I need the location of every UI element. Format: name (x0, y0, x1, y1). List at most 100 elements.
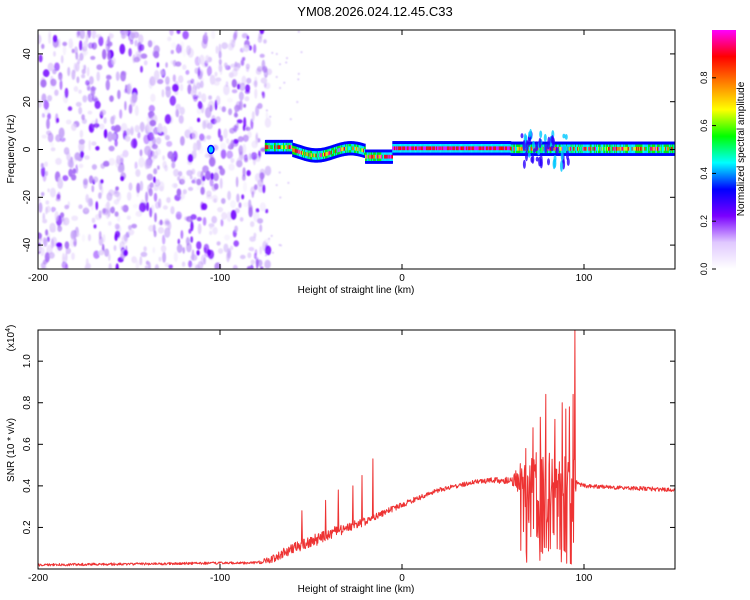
heatmap-cell (642, 146, 645, 151)
heatmap-cell (297, 78, 300, 81)
heatmap-cell (91, 217, 96, 224)
heatmap-cell (254, 76, 258, 86)
heatmap-cell (70, 41, 74, 49)
heatmap-cell (171, 42, 177, 49)
heatmap-cell (522, 139, 526, 152)
y-tick-label: 0 (22, 146, 33, 152)
heatmap-cell (215, 95, 221, 106)
heatmap-cell (593, 146, 595, 151)
heatmap-cell (190, 220, 194, 232)
heatmap-cell (402, 146, 404, 151)
heatmap-cell (533, 148, 536, 154)
heatmap-cell (48, 33, 52, 45)
heatmap-cell (176, 188, 182, 197)
heatmap-cell (225, 138, 230, 144)
heatmap-cell (484, 146, 486, 151)
heatmap-cell (460, 146, 463, 151)
heatmap-cell (57, 176, 63, 186)
heatmap-cell (124, 135, 131, 142)
heatmap-cell (652, 146, 655, 151)
heatmap-cell (535, 141, 539, 152)
colorbar: 0.0 0.2 0.4 0.6 0.8 Normalized spectral ampl… (699, 30, 747, 275)
heatmap-cell (494, 146, 496, 151)
heatmap-cell (108, 253, 111, 262)
heatmap-cell (565, 145, 569, 152)
heatmap-cell (62, 44, 67, 56)
heatmap-cell (262, 65, 268, 73)
heatmap-cell (214, 262, 221, 269)
heatmap-cell (160, 69, 163, 75)
heatmap-cell (133, 56, 140, 63)
heatmap-cell (457, 146, 460, 151)
heatmap-cell (365, 154, 368, 159)
heatmap-cell (497, 146, 500, 151)
heatmap-cell (190, 254, 198, 261)
heatmap-cell (74, 46, 78, 55)
heatmap-cell (592, 146, 595, 151)
heatmap-cell (278, 145, 281, 149)
heatmap-cell (202, 165, 209, 174)
heatmap-cell (546, 143, 550, 150)
heatmap-cell (476, 146, 478, 151)
heatmap-cell (493, 146, 495, 151)
heatmap-cell (288, 145, 291, 149)
heatmap-cell (624, 146, 626, 151)
heatmap-cell (426, 146, 429, 151)
spectrogram-x-label: Height of straight line (km) (298, 285, 415, 296)
heatmap-cell (58, 127, 65, 139)
heatmap-cell (385, 154, 387, 159)
heatmap-cell (468, 146, 471, 151)
heatmap-cell (146, 173, 153, 181)
heatmap-cell (587, 146, 589, 151)
heatmap-cell (658, 146, 660, 151)
heatmap-cell (463, 146, 465, 151)
heatmap-cell (449, 146, 452, 151)
heatmap-cell (514, 146, 516, 151)
heatmap-cell (512, 146, 514, 151)
heatmap-cell (250, 259, 255, 265)
heatmap-cell (214, 167, 219, 177)
heatmap-cell (60, 212, 65, 218)
heatmap-cell (182, 64, 187, 70)
heatmap-cell (522, 159, 526, 169)
heatmap-cell (532, 140, 535, 150)
heatmap-cell (425, 146, 427, 151)
heatmap-cell (210, 30, 216, 40)
heatmap-cell (57, 191, 61, 200)
heatmap-cell (82, 95, 88, 103)
heatmap-cell (616, 146, 618, 151)
heatmap-cell (562, 133, 566, 139)
heatmap-cell (52, 34, 58, 43)
heatmap-cell (444, 146, 446, 151)
heatmap-cell (264, 82, 271, 90)
heatmap-cell (506, 146, 508, 151)
heatmap-cell (71, 48, 75, 54)
heatmap-cell (64, 241, 70, 250)
heatmap-cell (582, 146, 585, 151)
heatmap-cell (629, 146, 632, 151)
heatmap-cell (233, 139, 239, 144)
heatmap-cell (563, 145, 567, 151)
heatmap-cell (79, 129, 84, 138)
heatmap-cell (162, 251, 167, 263)
heatmap-cell (270, 234, 273, 237)
heatmap-cell (113, 245, 117, 251)
heatmap-cell (600, 146, 603, 151)
heatmap-cell (394, 146, 396, 151)
heatmap-cell (221, 42, 228, 50)
heatmap-cell (636, 146, 638, 151)
heatmap-cell (345, 146, 347, 151)
heatmap-cell (555, 146, 557, 151)
heatmap-cell (41, 43, 45, 50)
heatmap-cell (584, 146, 586, 151)
heatmap-cell (405, 146, 407, 151)
heatmap-cell (145, 191, 149, 203)
heatmap-cell (116, 214, 121, 222)
heatmap-cell (520, 133, 524, 139)
heatmap-cell (85, 263, 91, 269)
heatmap-cell (149, 119, 157, 127)
heatmap-cell (158, 256, 162, 262)
heatmap-cell (46, 236, 50, 243)
heatmap-cell (538, 137, 542, 149)
